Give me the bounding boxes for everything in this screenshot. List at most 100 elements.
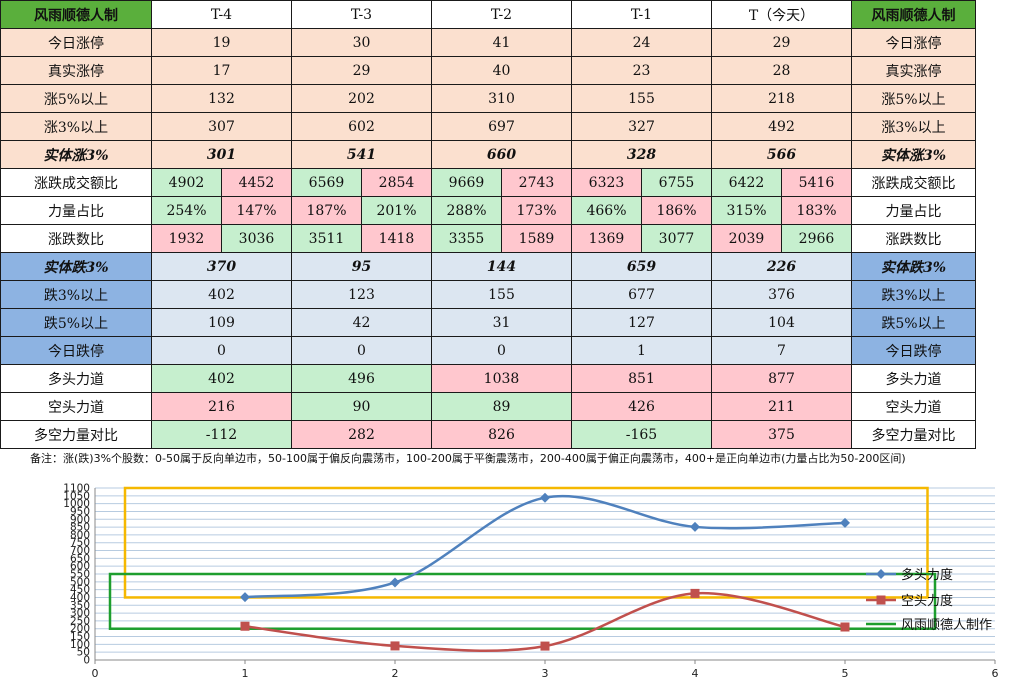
header-col-t1: T-1 (571, 0, 712, 29)
down-value-cell: 3077 (641, 224, 712, 253)
legend-label: 多头力度 (901, 567, 953, 583)
up-value-cell: 4902 (151, 168, 222, 197)
row-label-right: 多头力道 (851, 364, 976, 393)
value-cell: 1038 (431, 364, 572, 393)
value-cell: 104 (711, 308, 852, 337)
value-cell: 307 (151, 112, 292, 141)
row-label-left: 涨跌数比 (0, 224, 152, 253)
value-cell: 310 (431, 84, 572, 113)
table-row: 跌3%以上 402 123 155 677 376 跌3%以上 (0, 280, 976, 309)
value-cell: 660 (431, 140, 572, 169)
row-label-right: 涨5%以上 (851, 84, 976, 113)
value-cell: 155 (431, 280, 572, 309)
chart-series (240, 492, 850, 653)
row-label-right: 力量占比 (851, 196, 976, 225)
down-value-cell: 3036 (221, 224, 292, 253)
value-cell: 677 (571, 280, 712, 309)
legend-label: 风雨顺德人制作 (901, 618, 992, 633)
row-label-left: 涨3%以上 (0, 112, 152, 141)
y-tick-label: 300 (70, 608, 90, 620)
down-value-cell: 6755 (641, 168, 712, 197)
down-value-cell: 147% (221, 196, 292, 225)
value-cell: 144 (431, 252, 572, 281)
value-cell: 42 (291, 308, 432, 337)
value-cell: -112 (151, 420, 292, 449)
y-tick-label: 400 (70, 592, 90, 604)
y-tick-label: 550 (70, 569, 90, 581)
table-row: 实体跌3% 370 95 144 659 226 实体跌3% (0, 252, 976, 281)
value-cell: 566 (711, 140, 852, 169)
down-value-cell: 2743 (501, 168, 572, 197)
value-cell: 492 (711, 112, 852, 141)
row-label-right: 空头力道 (851, 392, 976, 421)
row-label-left: 多空力量对比 (0, 420, 152, 449)
value-cell: 30 (291, 28, 432, 57)
value-cell: 29 (291, 56, 432, 85)
down-value-cell: 1589 (501, 224, 572, 253)
down-value-cell: 2966 (781, 224, 852, 253)
down-value-cell: 4452 (221, 168, 292, 197)
value-cell: 877 (711, 364, 852, 393)
value-cell: 109 (151, 308, 292, 337)
down-value-cell: 201% (361, 196, 432, 225)
row-label-right: 真实涨停 (851, 56, 976, 85)
value-cell: 95 (291, 252, 432, 281)
y-tick-label: 500 (70, 576, 90, 588)
up-value-cell: 1932 (151, 224, 222, 253)
row-label-right: 今日跌停 (851, 336, 976, 365)
row-label-left: 实体涨3% (0, 140, 152, 169)
y-tick-label: 1000 (63, 498, 90, 510)
row-label-left: 真实涨停 (0, 56, 152, 85)
y-tick-label: 450 (70, 584, 90, 596)
up-value-cell: 3511 (291, 224, 362, 253)
table-row: 今日跌停 0 0 0 1 7 今日跌停 (0, 336, 976, 365)
row-label-right: 实体涨3% (851, 140, 976, 169)
up-value-cell: 254% (151, 196, 222, 225)
value-cell: 282 (291, 420, 432, 449)
up-value-cell: 3355 (431, 224, 502, 253)
value-cell: 127 (571, 308, 712, 337)
row-label-right: 跌3%以上 (851, 280, 976, 309)
yellow-highlight-box (123, 486, 929, 599)
value-cell: 132 (151, 84, 292, 113)
row-label-left: 跌3%以上 (0, 280, 152, 309)
x-tick-label: 0 (92, 667, 99, 680)
value-cell: 155 (571, 84, 712, 113)
data-point (690, 521, 700, 532)
header-col-t4: T-4 (151, 0, 292, 29)
value-cell: 0 (151, 336, 292, 365)
value-cell: 602 (291, 112, 432, 141)
value-cell: 0 (291, 336, 432, 365)
y-tick-label: 600 (70, 561, 90, 573)
table-row: 真实涨停 17 29 40 23 28 真实涨停 (0, 56, 976, 85)
data-point (540, 492, 550, 503)
value-cell: 327 (571, 112, 712, 141)
value-cell: 659 (571, 252, 712, 281)
row-label-left: 力量占比 (0, 196, 152, 225)
up-value-cell: 466% (571, 196, 642, 225)
y-tick-label: 250 (70, 615, 90, 627)
y-tick-label: 100 (70, 639, 90, 651)
value-cell: -165 (571, 420, 712, 449)
y-tick-label: 1100 (63, 483, 90, 495)
y-tick-label: 150 (70, 631, 90, 643)
y-tick-label: 650 (70, 553, 90, 565)
chart-axes: 0501001502002503003504004505005506006507… (63, 483, 998, 681)
y-tick-label: 850 (70, 522, 90, 534)
down-value-cell: 5416 (781, 168, 852, 197)
value-cell: 402 (151, 280, 292, 309)
table-row: 多空力量对比 -112 282 826 -165 375 多空力量对比 (0, 420, 976, 449)
data-point (840, 622, 850, 632)
header-col-t2: T-2 (431, 0, 572, 29)
table-row: 实体涨3% 301 541 660 328 566 实体涨3% (0, 140, 976, 169)
value-cell: 17 (151, 56, 292, 85)
x-tick-label: 4 (692, 667, 699, 680)
row-label-left: 实体跌3% (0, 252, 152, 281)
data-point (240, 621, 250, 631)
value-cell: 28 (711, 56, 852, 85)
data-point (240, 592, 250, 603)
y-tick-label: 0 (83, 655, 90, 667)
y-tick-label: 900 (70, 514, 90, 526)
table-footnote: 备注：涨(跌)3%个股数：0-50属于反向单边市，50-100属于偏反向震荡市，… (30, 452, 906, 465)
